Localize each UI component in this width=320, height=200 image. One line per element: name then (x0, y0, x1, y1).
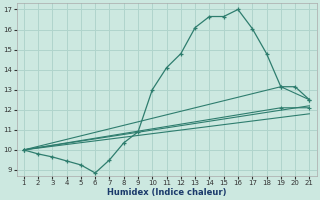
X-axis label: Humidex (Indice chaleur): Humidex (Indice chaleur) (107, 188, 226, 197)
